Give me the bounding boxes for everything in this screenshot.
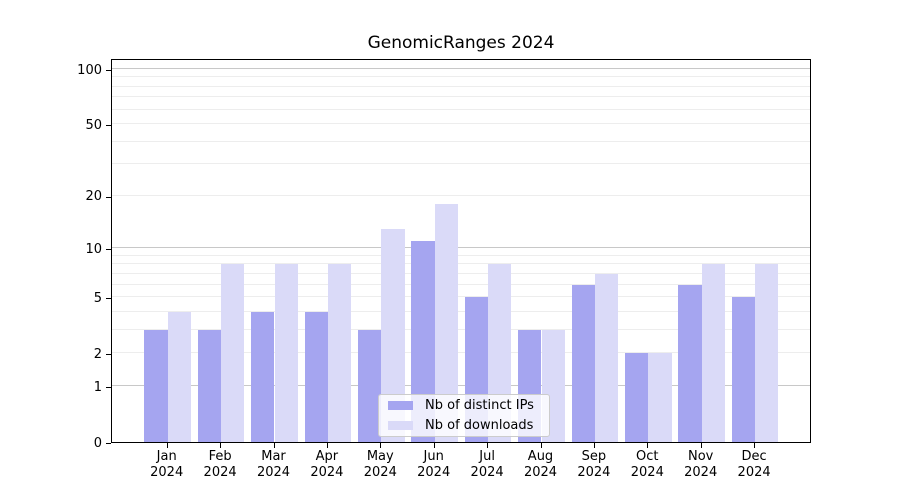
- bar-distinct-ips-oct: [624, 353, 649, 442]
- y-tick-mark: [106, 249, 111, 251]
- y-tick-mark: [106, 387, 111, 388]
- gridline-minor: [112, 328, 810, 330]
- y-tick-label: 1: [93, 379, 102, 395]
- gridline-minor: [112, 254, 810, 256]
- gridline-minor: [112, 163, 810, 165]
- legend-item-downloads: Nb of downloads: [388, 418, 540, 433]
- bar-distinct-ips-dec: [731, 297, 756, 442]
- x-tick-label-dec: Dec 2024: [737, 449, 771, 480]
- y-tick-mark: [106, 125, 111, 127]
- legend-item-distinct-ips: Nb of distinct IPs: [388, 398, 540, 413]
- plot-area: [111, 59, 811, 443]
- gridline-minor: [112, 272, 810, 274]
- gridline-minor: [112, 108, 810, 110]
- gridline-minor: [112, 263, 810, 265]
- bar-downloads-jun: [434, 204, 459, 442]
- x-tick-mark: [540, 443, 542, 448]
- bar-distinct-ips-apr: [304, 311, 328, 442]
- bar-downloads-feb: [221, 264, 245, 442]
- bar-downloads-apr: [327, 264, 352, 442]
- x-tick-label-jan: Jan 2024: [150, 449, 184, 480]
- x-tick-mark: [754, 443, 756, 448]
- x-tick-label-aug: Aug 2024: [523, 449, 558, 480]
- gridline-minor: [112, 123, 810, 125]
- y-tick-label: 50: [85, 117, 102, 133]
- x-tick-label-may: May 2024: [363, 449, 397, 480]
- y-tick-label: 100: [77, 62, 102, 78]
- bar-distinct-ips-jan: [144, 330, 168, 442]
- x-tick-label-mar: Mar 2024: [256, 449, 291, 480]
- x-tick-mark: [487, 443, 489, 448]
- bar-distinct-ips-feb: [197, 330, 222, 442]
- x-tick-mark: [273, 443, 275, 448]
- x-tick-label-oct: Oct 2024: [630, 449, 664, 480]
- gridline-minor: [112, 352, 810, 354]
- x-tick-label-nov: Nov 2024: [684, 449, 718, 480]
- legend: Nb of distinct IPs Nb of downloads: [378, 394, 550, 437]
- x-tick-mark: [593, 443, 595, 448]
- legend-swatch-downloads: [388, 421, 413, 430]
- gridline-major: [112, 68, 810, 69]
- bar-downloads-jan: [167, 311, 192, 442]
- legend-swatch-ips: [388, 401, 413, 410]
- bar-downloads-sep: [594, 273, 619, 442]
- gridline-minor: [112, 283, 810, 285]
- gridline-major: [112, 247, 810, 249]
- gridline-minor: [112, 76, 810, 78]
- bar-downloads-dec: [755, 264, 779, 442]
- gridline-minor: [112, 140, 810, 142]
- x-tick-mark: [380, 443, 382, 448]
- legend-label-ips: Nb of distinct IPs: [425, 398, 534, 413]
- gridline-major: [112, 384, 810, 386]
- y-tick-label: 0: [93, 435, 102, 451]
- x-tick-mark: [700, 443, 702, 448]
- bar-downloads-oct: [648, 353, 672, 442]
- y-tick-mark: [106, 354, 111, 356]
- gridline-minor: [112, 194, 810, 196]
- x-tick-label-jul: Jul 2024: [470, 449, 504, 480]
- x-tick-mark: [647, 443, 649, 448]
- bar-downloads-mar: [274, 264, 298, 442]
- gridline-minor: [112, 310, 810, 312]
- chart-title: GenomicRanges 2024: [367, 33, 555, 53]
- x-tick-label-jun: Jun 2024: [417, 449, 451, 480]
- bar-downloads-nov: [701, 264, 726, 442]
- gridline-minor: [112, 96, 810, 98]
- bar-distinct-ips-sep: [571, 284, 595, 442]
- y-tick-label: 5: [93, 290, 102, 306]
- y-tick-mark: [106, 196, 111, 198]
- x-tick-mark: [220, 443, 222, 448]
- bar-downloads-may: [381, 228, 405, 442]
- x-tick-mark: [433, 443, 435, 448]
- bar-distinct-ips-jun: [411, 241, 435, 442]
- x-tick-label-apr: Apr 2024: [310, 449, 344, 480]
- x-tick-mark: [166, 443, 168, 448]
- y-tick-mark: [106, 298, 111, 300]
- bar-distinct-ips-may: [357, 330, 382, 442]
- x-tick-label-sep: Sep 2024: [577, 449, 611, 480]
- bar-distinct-ips-nov: [678, 284, 702, 442]
- gridline-minor: [112, 296, 810, 298]
- x-tick-mark: [326, 443, 328, 448]
- y-tick-label: 10: [85, 241, 102, 257]
- y-tick-label: 20: [85, 189, 102, 205]
- y-tick-label: 2: [93, 346, 102, 362]
- legend-label-downloads: Nb of downloads: [425, 418, 534, 433]
- bar-distinct-ips-mar: [251, 311, 275, 442]
- y-tick-mark: [106, 443, 111, 444]
- gridline-minor: [112, 85, 810, 87]
- x-tick-label-feb: Feb 2024: [203, 449, 237, 480]
- y-tick-mark: [106, 70, 111, 71]
